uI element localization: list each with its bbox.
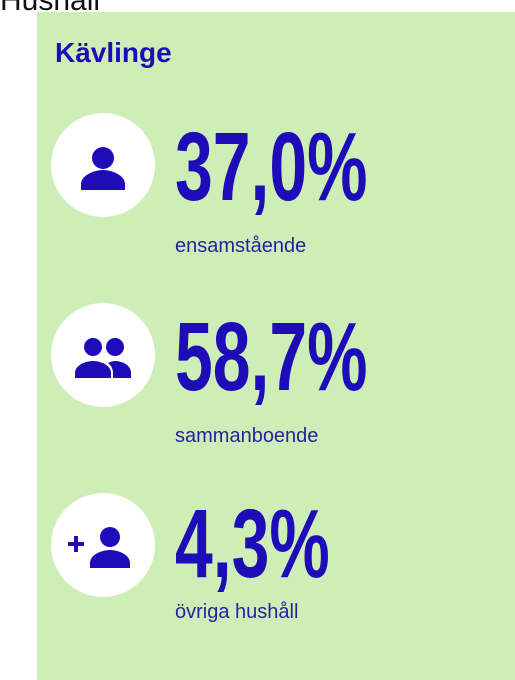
- stat-value: 4,3%: [175, 489, 330, 598]
- stat-label: sammanboende: [175, 425, 318, 447]
- stat-label: ensamstående: [175, 235, 306, 257]
- group-icon: [75, 338, 131, 378]
- icon-circle: [51, 303, 155, 407]
- stat-label: övriga hushåll: [175, 601, 298, 623]
- stat-value: 37,0%: [175, 112, 368, 221]
- panel-title: Kävlinge: [55, 37, 172, 68]
- stat-value: 58,7%: [175, 302, 368, 411]
- add-person-icon: [68, 527, 130, 568]
- person-icon: [81, 147, 125, 190]
- icon-circle: [51, 493, 155, 597]
